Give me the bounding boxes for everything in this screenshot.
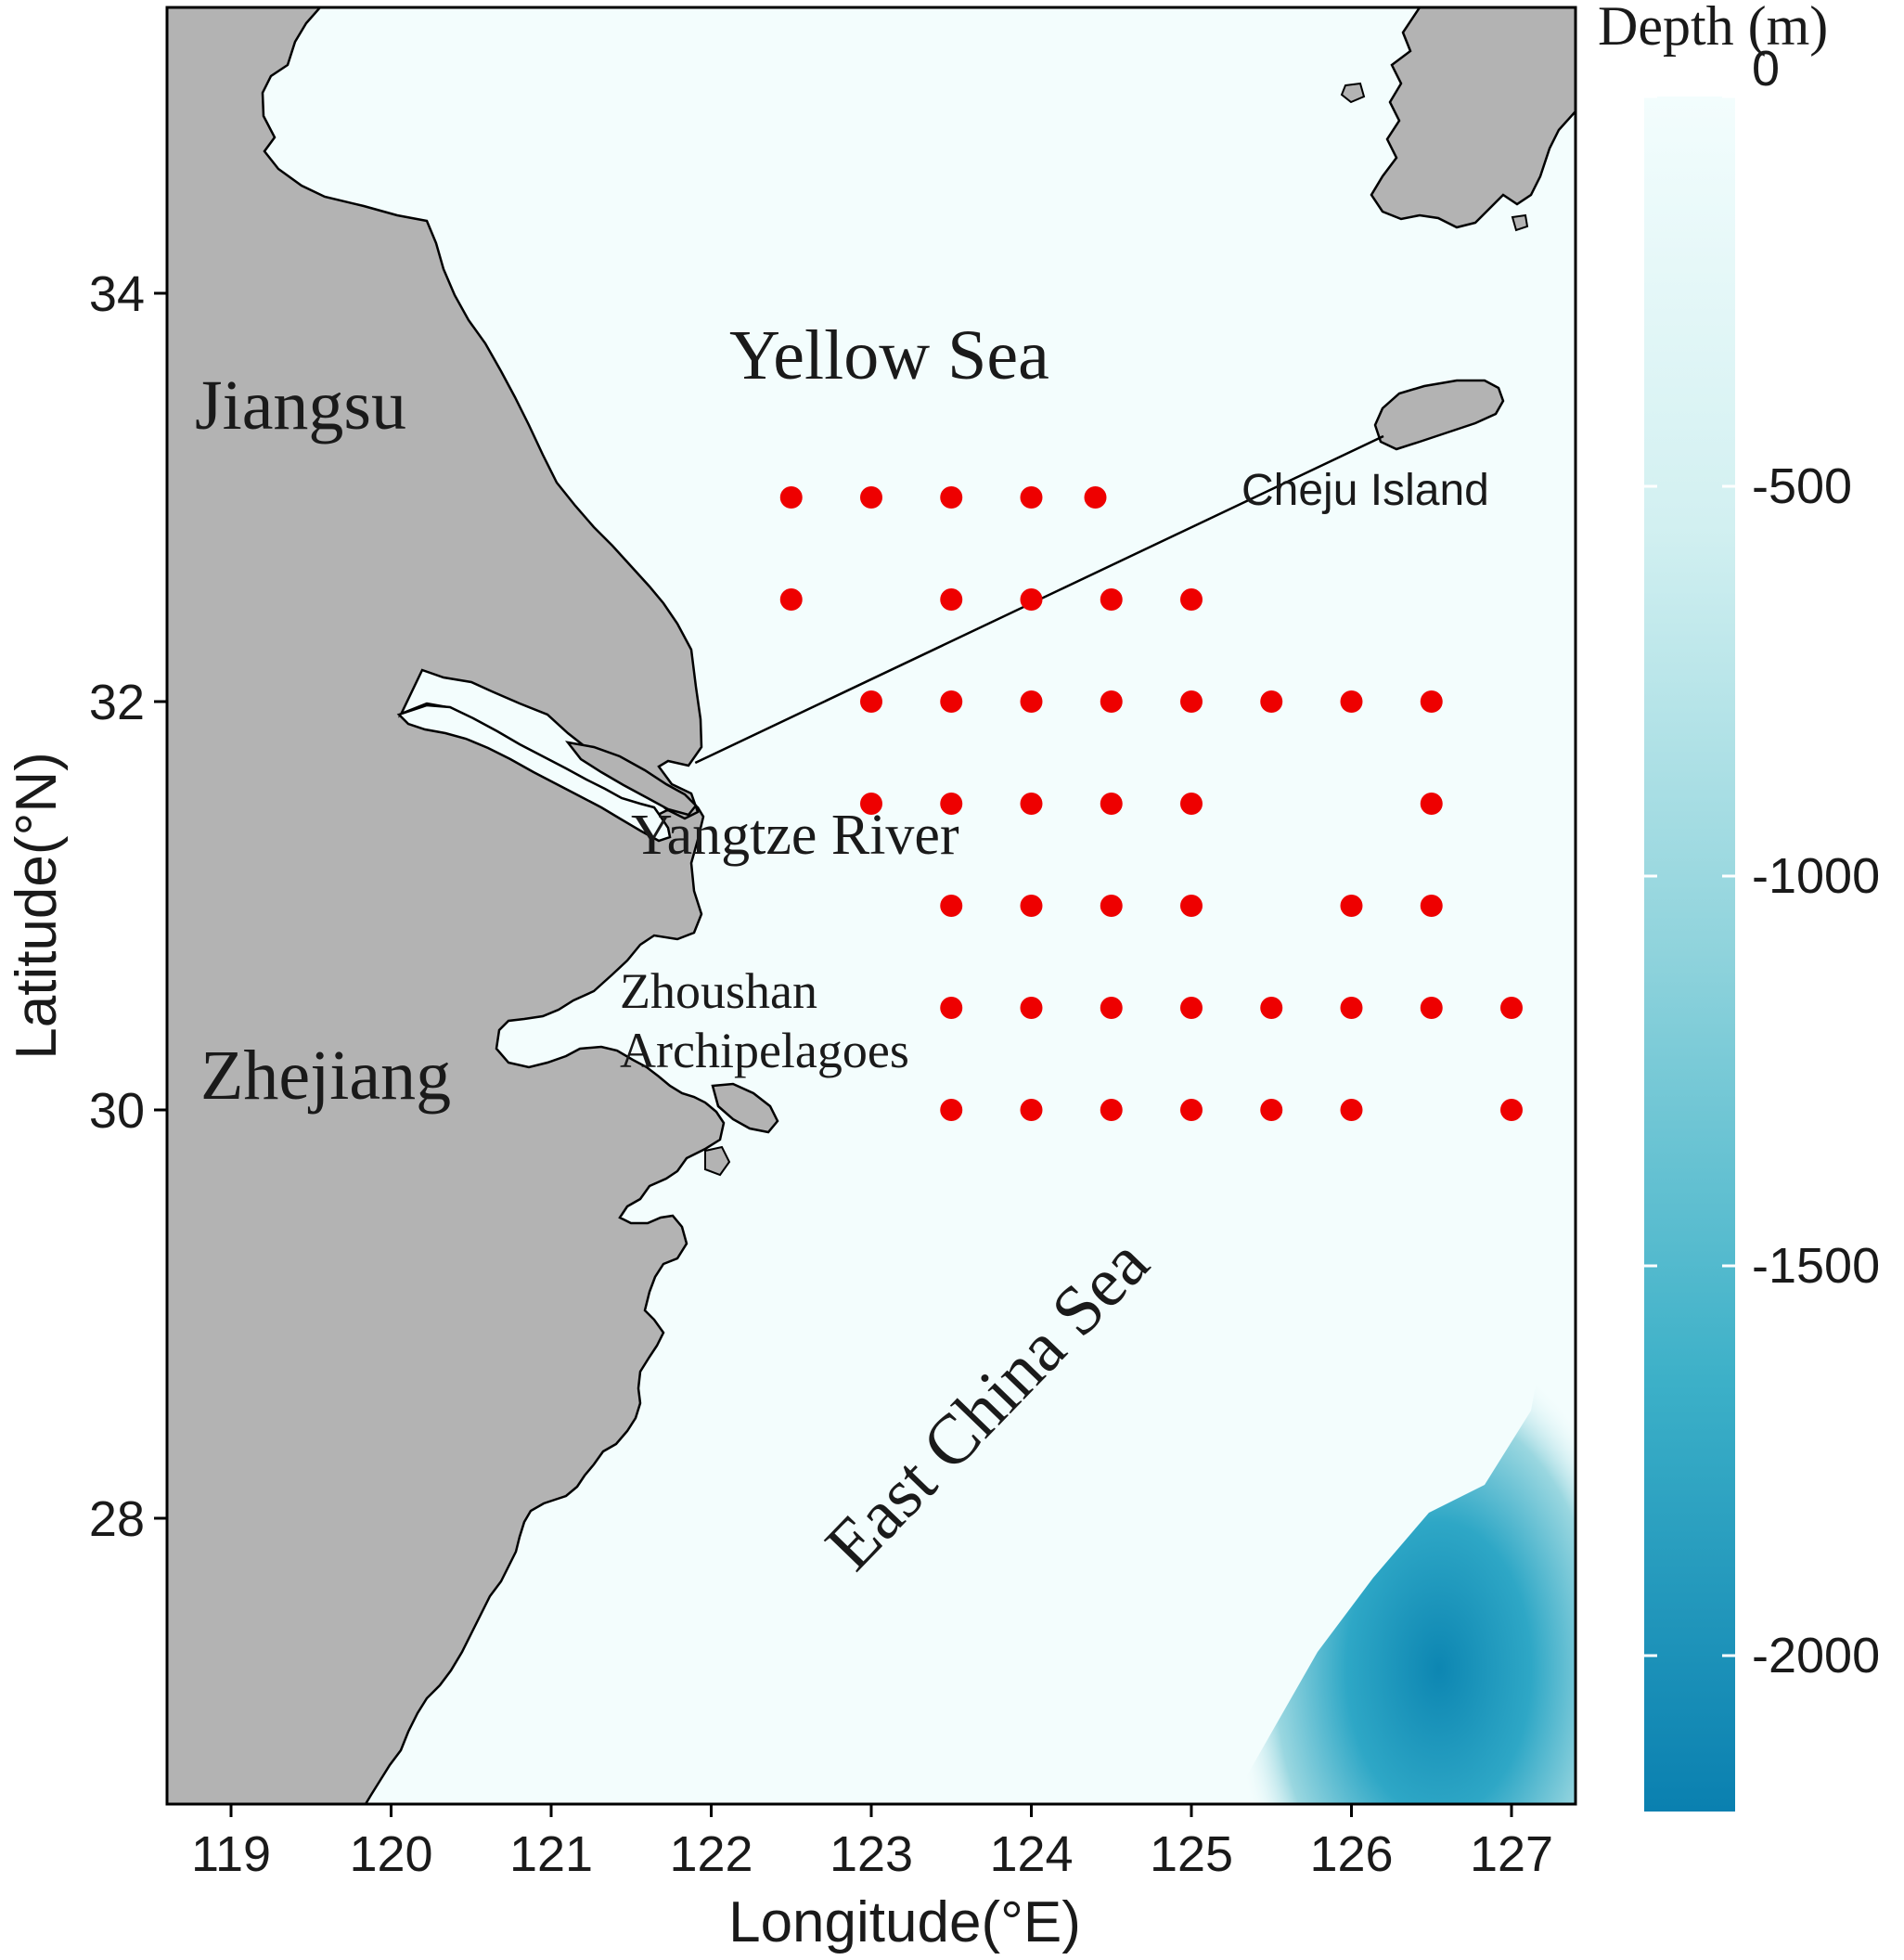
zhoushan-islet [704,1145,731,1177]
x-tick-label: 126 [1309,1826,1393,1882]
label-zhoushan-line2: Archipelagoes [620,1023,909,1078]
station-point [1020,486,1043,509]
station-point [1020,997,1043,1019]
legend-tick-label: 0 [1752,41,1780,97]
station-point [1420,690,1443,713]
map-plot-area: Jiangsu Zhejiang Yellow Sea East China S… [167,7,1576,1804]
station-point [1100,690,1123,713]
station-point [1180,588,1203,611]
station-point [1420,895,1443,917]
station-point [1100,1099,1123,1121]
x-tick-label: 119 [191,1826,271,1882]
station-point [1180,997,1203,1019]
station-point [779,486,803,509]
legend-title: Depth (m) [1598,0,1828,57]
station-point [1180,793,1203,815]
station-point [1260,997,1283,1019]
station-point [1084,486,1107,509]
x-tick-label: 122 [669,1826,753,1882]
station-point [1260,690,1283,713]
station-point [1100,588,1123,611]
station-point [1100,895,1123,917]
x-tick-label: 120 [349,1826,432,1882]
station-point [1020,690,1043,713]
korea-peninsula [1370,7,1576,229]
korea-islet-1 [1340,82,1366,104]
station-point [779,588,803,611]
label-yellow-sea: Yellow Sea [729,316,1049,394]
station-point [1340,997,1363,1019]
x-axis: 119 120 121 122 123 124 125 126 127 [191,1804,1553,1882]
station-point [860,486,882,509]
y-axis-title: Latitude(°N) [5,752,69,1060]
station-point [940,997,963,1019]
y-tick-label: 30 [89,1083,145,1139]
legend-tick-label: -1000 [1752,848,1880,904]
station-point [1340,1099,1363,1121]
x-tick-label: 123 [830,1826,913,1882]
station-point [1500,1099,1523,1121]
station-point [860,793,882,815]
station-point [940,486,963,509]
station-point [1420,793,1443,815]
deep-water-shading [1234,1262,1576,1804]
depth-legend: Depth (m) 0 -500 -1000 -1500 -2000 [1598,0,1880,1812]
station-point [940,895,963,917]
station-point [860,690,882,713]
station-point [940,588,963,611]
x-tick-label: 121 [509,1826,593,1882]
station-point [1260,1099,1283,1121]
label-zhoushan-line1: Zhoushan [620,963,817,1019]
yangtze-estuary [396,703,672,843]
sampling-stations [779,486,1523,1121]
chongming-island [565,741,698,817]
station-point [1020,793,1043,815]
y-tick-label: 28 [89,1491,145,1547]
station-point [1020,588,1043,611]
label-zhejiang: Zhejiang [200,1037,451,1115]
station-point [1020,1099,1043,1121]
station-point [1340,690,1363,713]
legend-tick-label: -500 [1752,458,1852,514]
station-point [1180,895,1203,917]
x-tick-label: 124 [989,1826,1073,1882]
label-jiangsu: Jiangsu [195,367,406,445]
x-tick-label: 127 [1470,1826,1553,1882]
station-point [940,690,963,713]
station-point [940,793,963,815]
zhoushan-island [711,1082,779,1134]
station-point [1100,793,1123,815]
y-tick-label: 34 [89,266,145,322]
legend-ticks: 0 -500 -1000 -1500 -2000 [1644,41,1880,1683]
station-point [940,1099,963,1121]
station-point [1180,690,1203,713]
x-tick-label: 125 [1150,1826,1233,1882]
x-axis-title: Longitude(°E) [728,1890,1081,1954]
china-mainland [167,7,726,1804]
station-point [1500,997,1523,1019]
legend-tick-label: -2000 [1752,1628,1880,1683]
station-point [1020,895,1043,917]
station-point [1420,997,1443,1019]
y-tick-label: 32 [89,675,145,730]
cheju-island-shape [1373,379,1505,451]
label-cheju-island: Cheju Island [1241,466,1489,515]
station-point [1180,1099,1203,1121]
station-point [1340,895,1363,917]
y-axis: 28 30 32 34 [89,266,167,1547]
legend-tick-label: -1500 [1752,1238,1880,1294]
korea-islet-2 [1511,213,1529,232]
station-point [1100,997,1123,1019]
label-yangtze-river: Yangtze River [631,804,959,867]
legend-colorbar [1644,97,1735,1812]
